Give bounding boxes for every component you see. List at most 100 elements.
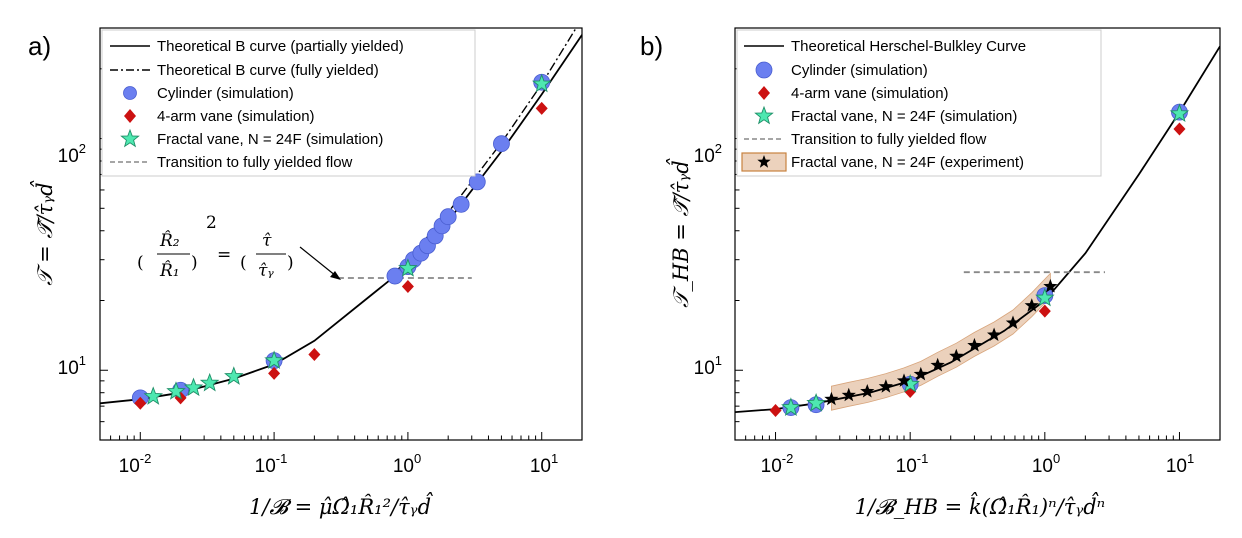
legend-entry: Cylinder (simulation) <box>157 85 294 102</box>
x-tick-label: 10-1 <box>896 451 929 477</box>
panel-label: b) <box>640 31 663 61</box>
x-tick-label: 100 <box>1032 451 1060 477</box>
data-point-circle <box>452 195 470 213</box>
data-point-circle <box>386 267 404 285</box>
legend-entry: Fractal vane, N = 24F (simulation) <box>791 108 1017 125</box>
legend-entry: Theoretical B curve (fully yielded) <box>157 62 379 79</box>
annotation-r2: R̂₂ <box>159 231 180 251</box>
data-point-star <box>143 386 164 405</box>
data-point-star <box>806 393 826 412</box>
annotation-equals: = <box>217 245 231 265</box>
annotation: R̂₂ R̂₁ ( ) 2 = ( τ̂ τ̂ᵧ ) <box>137 213 341 281</box>
series-markers <box>131 73 552 410</box>
legend-box <box>736 29 1102 177</box>
legend-swatch-diamond <box>758 86 770 100</box>
data-point-diamond <box>134 396 147 410</box>
legend-swatch-star <box>754 105 774 125</box>
legend-entry: Transition to fully yielded flow <box>791 131 987 148</box>
panel-b: b) 10-2 10-1 100 101 101 102 Theoretical… <box>640 27 1221 519</box>
legend-box <box>101 29 476 177</box>
annotation-tau-y: τ̂ᵧ <box>258 261 274 281</box>
data-point-black-star <box>913 366 928 381</box>
y-tick-label: 102 <box>58 141 86 167</box>
data-point-star <box>1169 103 1190 123</box>
legend: Theoretical B curve (partially yielded) … <box>101 29 476 177</box>
data-point-black-star <box>824 391 839 406</box>
legend-swatch-circle <box>123 86 137 100</box>
data-point-black-star <box>1005 315 1021 329</box>
annotation-paren-left-2: ( <box>240 253 247 273</box>
legend-entry: Fractal vane, N = 24F (experiment) <box>791 154 1024 171</box>
x-tick-label: 10-1 <box>255 451 288 477</box>
x-axis-label: 1/𝓑 = μ̂Ω̂₁R̂₁²/τ̂ᵧd̂ <box>249 492 434 519</box>
annotation-paren-right-2: ) <box>287 253 294 273</box>
y-tick-label: 101 <box>58 353 86 379</box>
legend-swatch-star <box>120 128 140 148</box>
data-point-black-star <box>949 348 964 363</box>
x-tick-label: 100 <box>393 451 421 477</box>
data-point-star <box>264 350 284 369</box>
legend-entry: Cylinder (simulation) <box>791 62 928 79</box>
plot-frame <box>734 27 1221 441</box>
legend: Theoretical Herschel-Bulkley Curve Cylin… <box>736 29 1102 177</box>
series-markers <box>769 103 1190 418</box>
axis-tick-labels: 10-2 10-1 100 101 101 102 <box>58 141 559 477</box>
data-point-black-star <box>860 384 875 398</box>
data-point-diamond <box>1173 122 1186 136</box>
legend-entry: 4-arm vane (simulation) <box>791 85 949 102</box>
plot-frame <box>99 27 583 441</box>
data-point-star <box>224 366 244 385</box>
legend-swatch-circle <box>755 61 773 79</box>
legend-entry: 4-arm vane (simulation) <box>157 108 315 125</box>
x-tick-label: 10-2 <box>119 451 152 477</box>
annotation-tau: τ̂ <box>262 231 272 251</box>
data-point-diamond <box>268 366 281 380</box>
annotation-exponent: 2 <box>206 213 217 233</box>
data-point-diamond <box>535 101 548 115</box>
x-axis-label: 1/𝓑_HB = k̂(Ω̂₁R̂₁)ⁿ/τ̂ᵧd̂ⁿ <box>855 492 1105 519</box>
y-axis-label: 𝒯_HB = 𝒯̂/τ̂ᵧd̂ <box>666 158 693 308</box>
annotation-paren-right: ) <box>191 253 198 273</box>
legend-entry: Theoretical Herschel-Bulkley Curve <box>791 38 1026 55</box>
annotation-arrowhead <box>330 271 341 280</box>
legend-entry: Transition to fully yielded flow <box>157 154 353 171</box>
x-tick-label: 101 <box>530 451 558 477</box>
data-point-black-star <box>896 373 912 387</box>
data-point-star <box>1035 287 1055 307</box>
y-tick-label: 101 <box>694 353 722 379</box>
data-point-diamond <box>308 347 321 361</box>
axis-ticks <box>734 27 1221 441</box>
legend-entry: Fractal vane, N = 24F (simulation) <box>157 131 383 148</box>
data-point-circle <box>439 208 457 226</box>
data-point-diamond <box>1038 304 1051 318</box>
data-point-star <box>781 397 801 416</box>
axis-tick-labels: 10-2 10-1 100 101 101 102 <box>694 141 1195 477</box>
x-tick-label: 101 <box>1166 451 1194 477</box>
data-point-black-star <box>967 337 982 352</box>
legend-swatch-black-star <box>757 155 771 168</box>
data-point-black-star <box>1024 298 1039 312</box>
legend-swatch-diamond <box>124 109 136 123</box>
data-point-black-star <box>987 327 1002 341</box>
data-point-star <box>199 372 220 392</box>
legend-entry: Theoretical B curve (partially yielded) <box>157 38 404 55</box>
data-point-black-star <box>841 387 856 402</box>
annotation-paren-left: ( <box>137 253 144 273</box>
data-point-star <box>166 381 186 400</box>
panel-label: a) <box>28 31 51 61</box>
data-point-star <box>183 377 204 397</box>
plot-area <box>100 28 582 410</box>
y-axis-label: 𝒯 = 𝒯̂/τ̂ᵧd̂ <box>30 180 57 286</box>
data-point-circle <box>493 135 510 153</box>
panel-a: a) 10-2 10-1 100 101 101 102 R̂₂ R̂₁ ( )… <box>28 27 583 519</box>
data-point-black-star <box>930 357 945 372</box>
annotation-r1: R̂₁ <box>159 261 180 281</box>
x-tick-label: 10-2 <box>761 451 794 477</box>
data-point-black-star <box>878 379 893 393</box>
annotation-arrow <box>299 246 337 277</box>
y-tick-label: 102 <box>694 141 722 167</box>
data-point-diamond <box>401 279 414 293</box>
plot-area <box>735 45 1220 418</box>
data-point-black-star <box>1043 278 1058 293</box>
